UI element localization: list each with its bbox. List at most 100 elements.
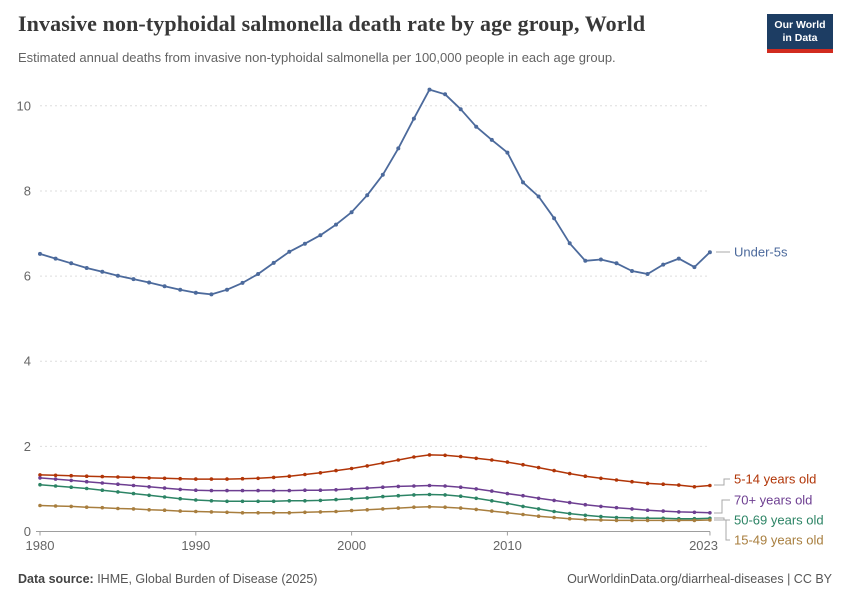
y-tick-label: 2 [24,439,31,454]
data-point [178,496,182,501]
owid-logo[interactable]: Our World in Data [767,14,833,53]
data-point [521,504,525,509]
data-point [334,222,338,227]
data-point [53,484,58,488]
data-point [287,511,292,515]
data-point [567,241,572,246]
data-point [84,474,89,479]
series-line-2 [39,454,710,488]
data-point [552,468,556,473]
data-point [334,488,338,492]
data-point [583,502,588,507]
data-point [100,269,105,274]
data-point [53,473,58,478]
data-point [598,257,603,262]
label-leader-line [714,478,730,486]
data-point [131,483,136,488]
data-point [349,487,354,491]
data-point [536,194,541,199]
data-point [411,116,416,121]
data-point [256,476,260,481]
data-point [69,261,74,266]
series-label-4[interactable]: 50-69 years old [734,513,824,528]
data-point [194,488,198,493]
data-point [38,503,42,508]
data-point [131,507,136,511]
data-point [100,505,105,510]
data-point [38,251,42,256]
data-point [334,497,338,502]
data-point [692,510,697,515]
data-point [334,509,338,514]
series-label-3[interactable]: 70+ years old [734,493,812,508]
series-label-2[interactable]: 5-14 years old [734,472,816,487]
data-point [178,287,183,292]
label-leader-line [714,499,730,514]
data-point [349,496,354,501]
data-point [505,491,510,496]
data-point [381,485,385,490]
data-point [349,210,354,215]
data-point [474,496,479,501]
data-point [240,499,245,504]
data-point [162,486,167,490]
x-tick-label: 1980 [26,538,55,553]
data-point [443,453,447,458]
data-point [240,511,245,515]
data-point [131,491,136,496]
data-point [256,499,260,504]
series-label-1[interactable]: Under-5s [734,245,788,260]
data-point [147,493,151,498]
data-point [318,498,323,503]
data-point [271,511,276,515]
data-source-text: IHME, Global Burden of Disease (2025) [93,572,318,586]
line-chart: 0 2 4 6 8 10 1980 1990 2000 2010 2023 Under-5s 5-14 … [17,87,824,553]
data-point [318,488,323,493]
data-point [100,481,105,485]
data-point [147,280,152,285]
data-point [552,515,556,520]
data-point [630,269,634,273]
x-tick-label: 2000 [337,538,366,553]
data-point [567,516,572,521]
data-point [84,505,89,510]
data-point [521,180,525,185]
series-line-1 [39,88,711,296]
footer-link[interactable]: OurWorldinData.org/diarrheal-diseases | … [567,572,832,586]
data-point [178,476,182,481]
data-point [100,488,105,493]
label-leader-line [714,517,730,521]
data-point [614,478,619,482]
data-point [256,488,260,493]
data-point [303,510,307,515]
data-point [349,466,354,471]
data-point [661,482,665,487]
data-point [458,485,463,490]
data-point [505,501,510,506]
data-point [412,455,416,459]
data-point [536,514,541,518]
series-label-5[interactable]: 15-49 years old [734,533,824,548]
data-point [381,507,385,511]
data-point [84,486,89,491]
data-point [318,510,323,514]
data-point [225,488,229,493]
data-point [645,481,650,486]
data-point [365,193,370,198]
data-point [552,216,557,221]
data-point [256,272,261,276]
data-point [427,492,432,497]
data-point [396,458,401,462]
data-point [100,474,105,479]
data-point [474,124,479,129]
y-tick-label: 10 [17,98,31,113]
data-point [536,465,541,470]
data-point [707,250,712,255]
data-point [69,473,73,478]
data-point [38,476,42,480]
data-point [490,509,494,513]
data-point [443,484,447,488]
data-point [458,506,463,510]
data-point [583,258,588,263]
data-point [38,482,42,487]
